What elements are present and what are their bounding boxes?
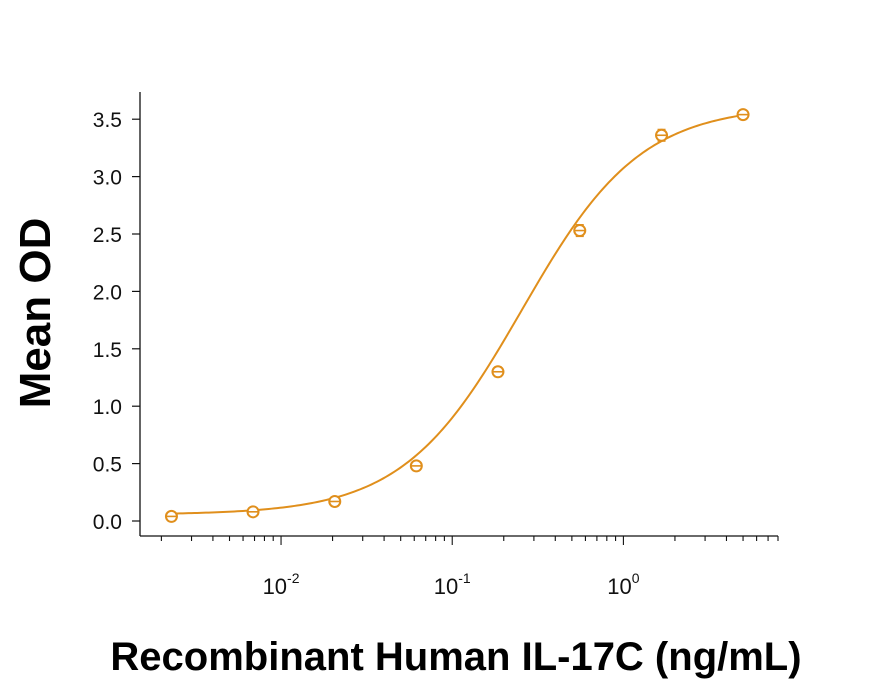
y-tick-label: 2.5 <box>93 224 122 247</box>
y-tick-label: 3.5 <box>93 109 122 132</box>
y-axis-title: Mean OD <box>11 218 60 409</box>
y-tick-label: 3.0 <box>93 167 122 190</box>
x-axis-title: Recombinant Human IL-17C (ng/mL) <box>110 635 801 679</box>
ticks: 0.0 0.5 1.0 1.5 2.0 2.5 3.0 3.5 10-2 10-1 100 <box>93 109 779 599</box>
y-tick-label: 0.0 <box>93 511 122 534</box>
y-tick-label: 1.0 <box>93 396 122 419</box>
fit-curve-layer <box>171 114 744 515</box>
x-tick-exponent: -1 <box>458 570 471 586</box>
x-tick-label: 10-1 <box>434 570 471 599</box>
x-tick-exponent: -2 <box>287 570 300 586</box>
fit-curve <box>171 114 744 515</box>
y-tick-label: 1.5 <box>93 339 122 362</box>
axes <box>139 92 778 537</box>
x-tick-label: 100 <box>607 570 639 599</box>
y-tick-label: 0.5 <box>93 454 122 477</box>
y-tick-label: 2.0 <box>93 281 122 304</box>
data-points <box>164 108 750 523</box>
x-tick-label: 10-2 <box>263 570 300 599</box>
x-tick-exponent: 0 <box>632 570 640 586</box>
